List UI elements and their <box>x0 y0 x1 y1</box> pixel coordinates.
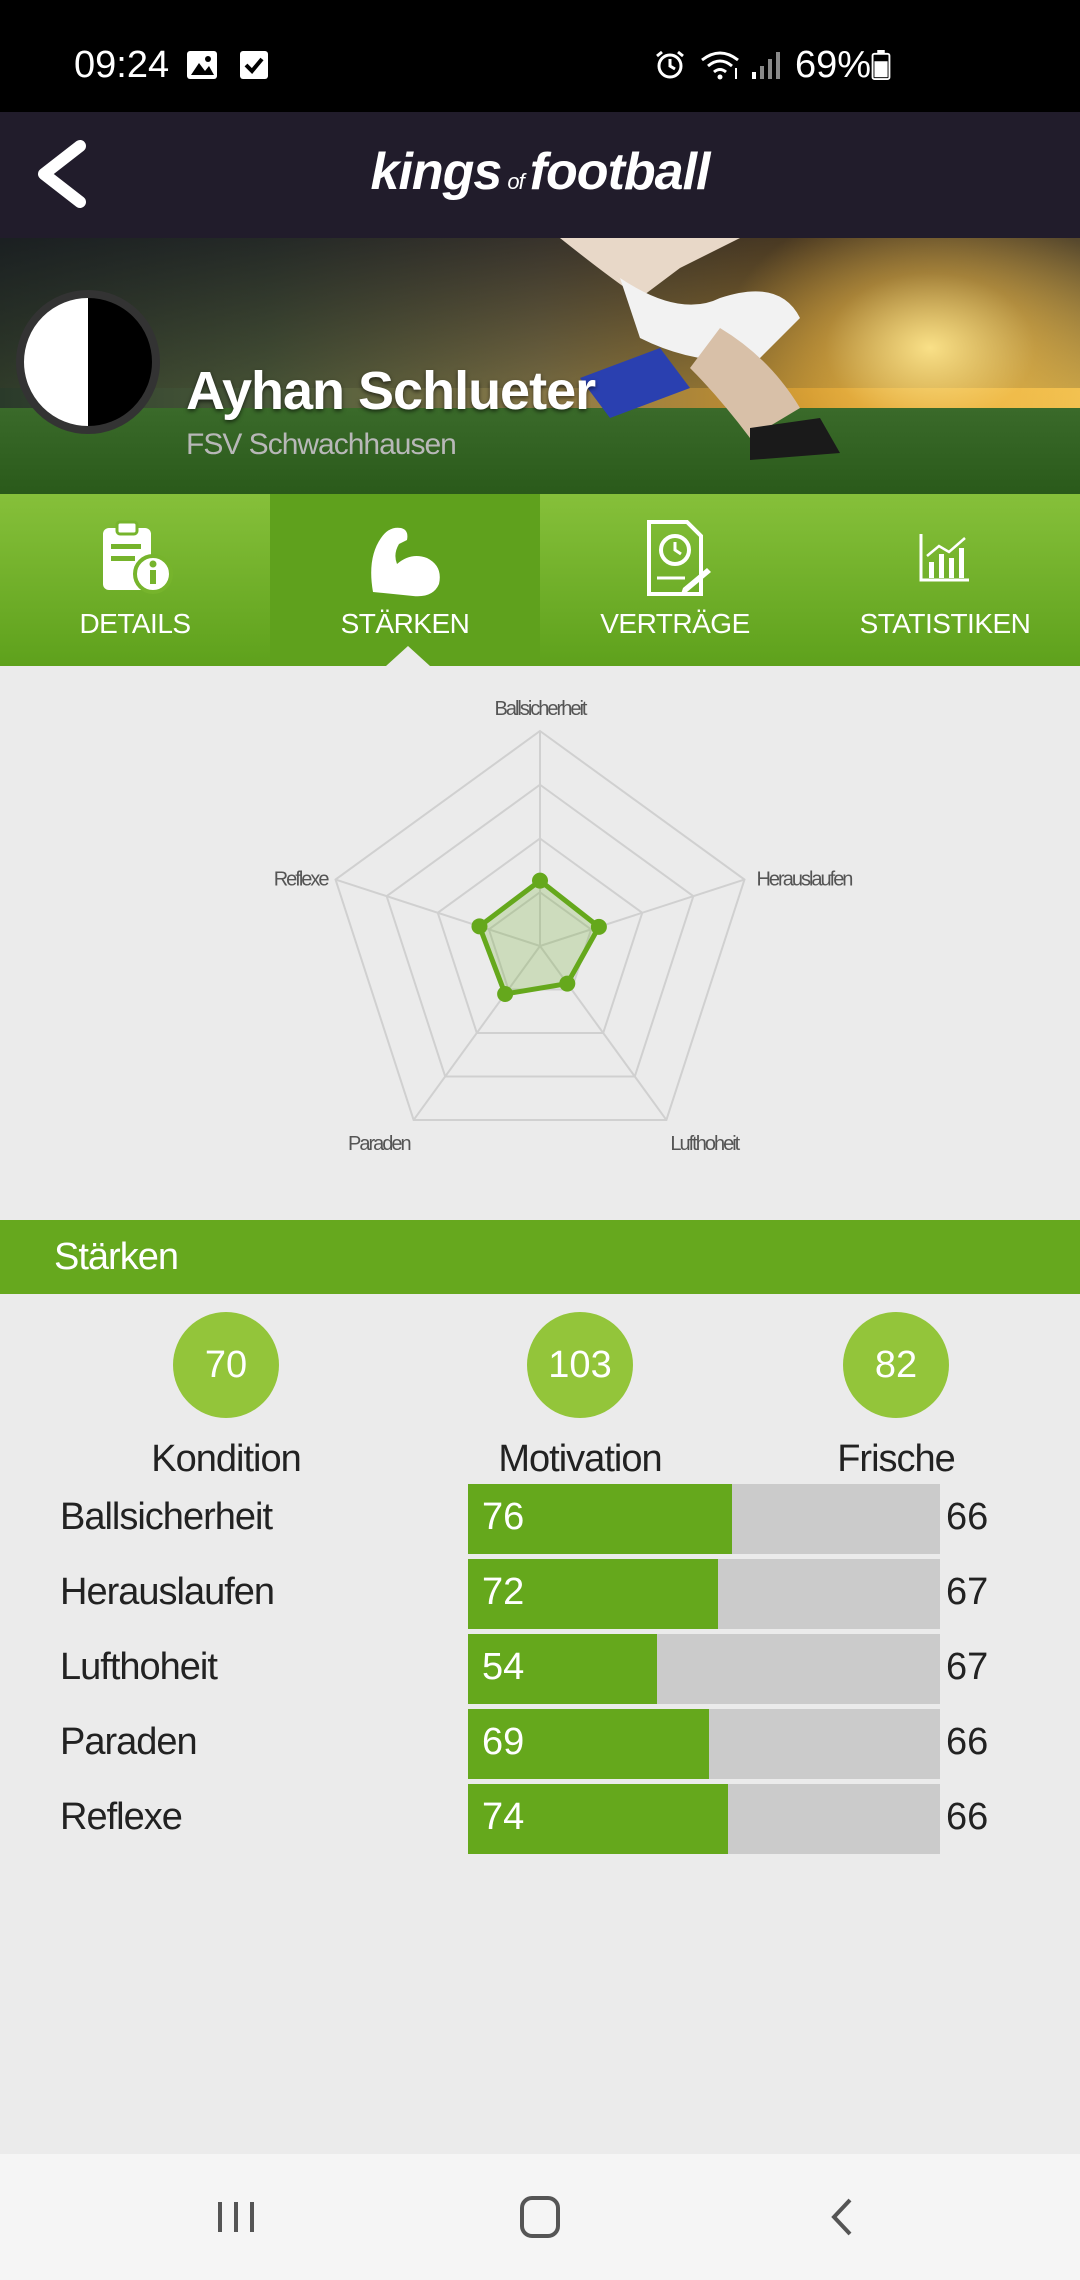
radar-axis-label: Paraden <box>348 1133 410 1155</box>
metric-badge: 82 <box>843 1312 949 1418</box>
player-club: FSV Schwachhausen <box>186 428 457 461</box>
app-bar: kings of football <box>0 112 1080 238</box>
radar-point-reflexe <box>471 918 488 935</box>
radar-axis-line <box>412 945 541 1121</box>
radar-grid-ring <box>385 783 695 1078</box>
stat-label: Herauslaufen <box>60 1571 275 1613</box>
battery-icon <box>871 50 891 80</box>
player-name: Ayhan Schlueter <box>186 361 596 421</box>
stat-label: Ballsicherheit <box>60 1496 273 1538</box>
stat-bar: 76 <box>468 1484 940 1554</box>
radar-point-ballsicherheit <box>532 872 548 889</box>
stat-bar-fill <box>468 1484 733 1554</box>
stat-row-ballsicherheit: Ballsicherheit 76 66 <box>0 1484 1080 1554</box>
metric-kondition: 70 Kondition <box>124 1312 328 1481</box>
stat-value: 76 <box>482 1496 525 1538</box>
signal-icon <box>752 52 780 79</box>
tab-details-label: DETAILS <box>79 608 191 639</box>
stat-label: Lufthoheit <box>60 1646 218 1688</box>
stat-compare-value: 66 <box>946 1721 989 1763</box>
player-photo <box>560 238 840 460</box>
back-nav-icon[interactable] <box>812 2192 872 2242</box>
stat-bar: 54 <box>468 1634 940 1704</box>
strength-radar-chart: Ballsicherheit Herauslaufen Lufthoheit Para… <box>274 698 855 1155</box>
section-header: Stärken <box>0 1220 1080 1294</box>
status-time: 09:24 <box>74 44 170 86</box>
contract-clock-icon <box>647 520 711 596</box>
stat-bar-fill <box>468 1709 709 1779</box>
stat-compare-value: 67 <box>946 1646 989 1688</box>
flexed-arm-icon <box>371 527 440 597</box>
chart-icon <box>919 534 969 582</box>
metric-motivation: 103 Motivation <box>480 1312 680 1481</box>
stat-row-lufthoheit: Lufthoheit 54 67 <box>0 1634 1080 1704</box>
metric-frische: 82 Frische <box>806 1312 986 1481</box>
tab-staerken[interactable]: STÄRKEN <box>270 494 540 666</box>
metric-badge: 103 <box>527 1312 633 1418</box>
metric-label: Motivation <box>498 1438 662 1480</box>
stat-bar: 72 <box>468 1559 940 1629</box>
radar-grid-ring <box>436 837 644 1034</box>
tab-bar: DETAILS STÄRKEN VERTRÄGE STATISTIKEN <box>0 494 1080 666</box>
stat-value: 69 <box>482 1721 525 1763</box>
radar-axis-line <box>539 878 745 947</box>
stat-row-reflexe: Reflexe 74 66 <box>0 1784 1080 1854</box>
document-info-icon <box>103 520 173 594</box>
radar-axis-label: Reflexe <box>274 869 330 891</box>
stat-label: Reflexe <box>60 1796 183 1838</box>
metric-label: Kondition <box>151 1438 301 1480</box>
stat-bar: 74 <box>468 1784 940 1854</box>
stat-value: 74 <box>482 1796 525 1838</box>
stat-row-herauslaufen: Herauslaufen 72 67 <box>0 1559 1080 1629</box>
tab-details[interactable]: DETAILS <box>0 494 270 666</box>
radar-axis-line <box>335 878 541 947</box>
radar-point-paraden <box>497 986 514 1003</box>
stat-bar-fill <box>468 1634 657 1704</box>
metric-badge: 70 <box>173 1312 279 1418</box>
radar-point-herauslaufen <box>590 918 607 935</box>
wifi-icon <box>701 51 739 80</box>
active-tab-indicator <box>386 646 430 666</box>
radar-axis-label: Ballsicherheit <box>495 698 588 720</box>
tab-staerken-label: STÄRKEN <box>340 608 470 639</box>
home-icon[interactable] <box>510 2192 570 2242</box>
stat-bar-fill <box>468 1784 728 1854</box>
stat-label: Paraden <box>60 1721 198 1763</box>
stat-bar-fill <box>468 1559 719 1629</box>
section-title: Stärken <box>54 1236 179 1278</box>
tab-vertraege-label: VERTRÄGE <box>600 608 750 639</box>
tab-vertraege[interactable]: VERTRÄGE <box>540 494 810 666</box>
stat-compare-value: 67 <box>946 1571 989 1613</box>
status-bar: 09:24 69% <box>0 0 1080 112</box>
radar-series-area <box>476 877 603 997</box>
stat-compare-value: 66 <box>946 1496 989 1538</box>
radar-axis-line <box>539 945 668 1121</box>
metric-label: Frische <box>837 1438 956 1480</box>
radar-point-lufthoheit <box>559 975 576 992</box>
hero-banner <box>0 238 1080 494</box>
system-nav-bar <box>0 2154 1080 2280</box>
radar-grid-ring <box>334 729 746 1121</box>
stat-compare-value: 66 <box>946 1796 989 1838</box>
tab-statistiken-label: STATISTIKEN <box>859 608 1031 639</box>
radar-axis-label: Herauslaufen <box>756 869 852 891</box>
stat-row-paraden: Paraden 69 66 <box>0 1709 1080 1779</box>
alarm-icon <box>656 50 684 79</box>
tab-statistiken[interactable]: STATISTIKEN <box>810 494 1080 666</box>
app-logo: kings of football <box>370 143 711 201</box>
radar-axis-label: Lufthoheit <box>670 1133 740 1155</box>
pitch-grass <box>0 408 1080 494</box>
stat-value: 54 <box>482 1646 525 1688</box>
checkbox-notification-icon <box>240 51 268 79</box>
stat-bar: 69 <box>468 1709 940 1779</box>
gallery-icon <box>187 51 217 79</box>
club-crest <box>16 290 160 434</box>
battery-percent: 69% <box>795 44 872 86</box>
stat-value: 72 <box>482 1571 525 1613</box>
recent-apps-icon[interactable] <box>206 2192 266 2242</box>
back-arrow-icon[interactable] <box>28 132 108 216</box>
